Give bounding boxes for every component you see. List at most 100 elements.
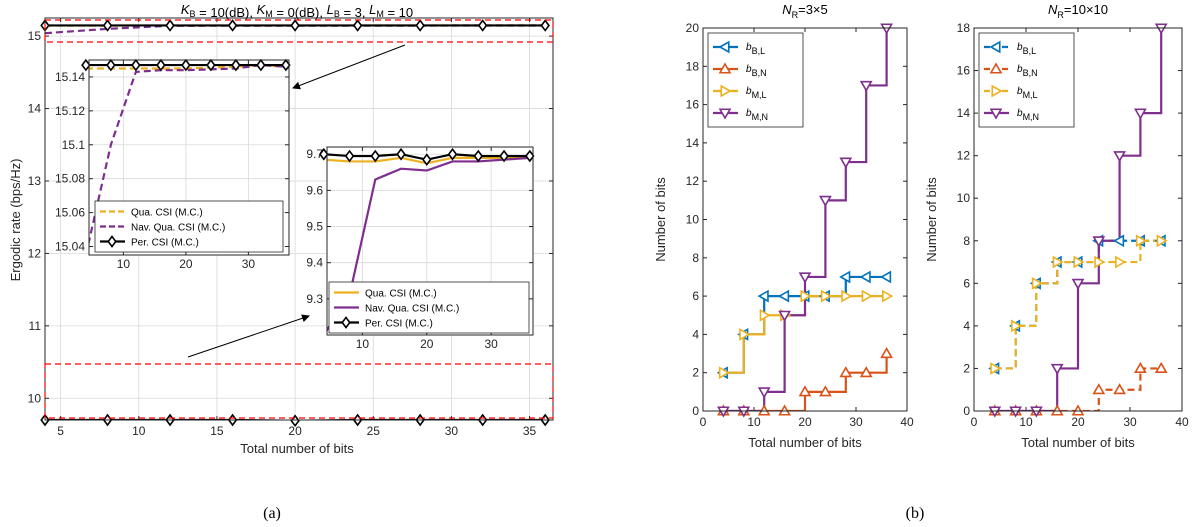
series-marker	[861, 289, 873, 303]
series-marker	[1050, 404, 1064, 416]
series-marker	[859, 80, 873, 93]
legend-label-sub: B,L	[1023, 46, 1037, 56]
x-tick-label: 30	[445, 424, 459, 438]
title-rest: = 10(dB),	[196, 5, 257, 20]
legend-label-sub: M,N	[1023, 112, 1040, 122]
title-rest: = 3,	[340, 5, 369, 20]
legend-label: bB,L	[1017, 42, 1036, 56]
x-tick-label: 5	[57, 424, 64, 438]
x-axis-label: Total number of bits	[1021, 435, 1135, 450]
series-marker	[540, 19, 550, 32]
series-marker	[759, 308, 771, 322]
series-marker	[1154, 361, 1168, 373]
series-marker	[1092, 383, 1106, 395]
legend-marker	[718, 62, 732, 74]
y-tick-label: 14	[686, 136, 700, 150]
y-tick-label: 2	[963, 361, 970, 375]
panel-a-caption: (a)	[263, 505, 281, 522]
legend-marker	[991, 84, 1003, 98]
x-tick-label: 20	[1071, 415, 1085, 429]
series-marker	[882, 289, 894, 303]
y-tick-label: 14	[957, 106, 971, 120]
x-tick-label: 30	[1123, 415, 1137, 429]
y-tick-label: 2	[692, 366, 699, 380]
y-tick-label: 13	[28, 174, 42, 188]
series-marker	[206, 58, 216, 72]
series-marker	[370, 149, 381, 163]
axes-box	[88, 59, 290, 256]
series-marker	[319, 147, 329, 161]
y-tick-label: 8	[692, 251, 699, 265]
series-marker	[181, 58, 191, 72]
series-marker	[798, 385, 812, 397]
legend-marker	[718, 40, 730, 54]
y-tick-label: 15.08	[55, 172, 85, 186]
y-tick-label: 20	[686, 21, 700, 35]
axes-box	[326, 146, 534, 336]
series-marker	[1094, 255, 1106, 269]
series-line	[89, 63, 286, 247]
series-marker	[1031, 276, 1044, 290]
legend-label: bB,L	[746, 42, 765, 56]
series-marker	[990, 362, 1002, 375]
legend-label-sub: M,L	[1023, 90, 1038, 100]
series-marker	[800, 289, 812, 303]
chart-title-rest: =10×10	[1064, 2, 1108, 17]
series-marker	[106, 58, 116, 72]
chart-title-rest: =3×5	[798, 2, 828, 17]
legend-box	[328, 281, 530, 334]
panel-a-inset-upper: 10 20 30 15.04 15.06 15.08 15.1 15.12 15.14 Qua. …	[55, 58, 291, 271]
series-marker	[256, 58, 266, 72]
series-marker	[227, 19, 238, 32]
series-marker	[131, 58, 141, 72]
title-base: L	[327, 2, 334, 17]
series-marker	[777, 289, 790, 303]
legend-marker	[718, 108, 732, 120]
panel-a-inset-lower: 10 20 30 9.3 9.4 9.5 9.6 9.7 Qua. CSI (M.C.) Nav.…	[306, 146, 535, 351]
annotation-layer	[44, 19, 554, 419]
x-tick-label: 30	[242, 257, 256, 271]
y-axis-label: Number of bits	[924, 177, 939, 262]
legend-label: Nav. Qua. CSI (M.C.)	[131, 223, 225, 234]
legend-label: Qua. CSI (M.C.)	[131, 208, 203, 219]
legend-label-sub: M,L	[752, 90, 767, 100]
legend-label-sub: B,L	[752, 46, 766, 56]
y-tick-label: 14	[28, 102, 42, 116]
legend-marker	[341, 316, 351, 329]
x-tick-label: 40	[1175, 415, 1189, 429]
y-tick-label: 12	[28, 246, 42, 260]
series-marker	[1092, 236, 1106, 248]
legend-marker	[989, 108, 1003, 120]
panel-b-left-chart: 0 10 20 30 40 0 2 4 6 8 10 12 14 16 18 20 NR=3×5 Total nu…	[653, 2, 914, 450]
series-marker	[757, 404, 771, 416]
x-tick-label: 40	[900, 415, 914, 429]
x-tick-label: 20	[288, 424, 302, 438]
legend-label-base: b	[746, 86, 752, 97]
legend-label-base: b	[1017, 42, 1023, 53]
chart-title-base: N	[1048, 2, 1058, 17]
y-tick-label: 9.7	[306, 147, 323, 161]
legend-label-sub: B,N	[1023, 68, 1038, 78]
series-marker	[499, 149, 509, 163]
series-marker	[859, 270, 871, 284]
legend-label: Nav. Qua. CSI (M.C.)	[365, 304, 459, 315]
axes-box	[973, 27, 1183, 412]
y-axis-label: Ergodic rate (bps/Hz)	[8, 159, 23, 282]
title-rest: = 10	[384, 5, 413, 20]
chart-title-sub: R	[792, 10, 799, 20]
series-marker	[102, 19, 113, 32]
legend-label-base: b	[1017, 108, 1023, 119]
series-marker	[778, 310, 791, 322]
title-base: K	[181, 2, 191, 17]
legend-label: bB,N	[746, 64, 767, 78]
series-marker	[798, 272, 812, 284]
zoom-arrow-lower	[187, 314, 310, 358]
series-marker	[281, 58, 291, 72]
legend-marker	[989, 40, 1001, 54]
y-tick-label: 16	[686, 98, 700, 112]
y-tick-label: 15.06	[55, 206, 85, 220]
series-marker	[422, 153, 432, 166]
legend-label-base: b	[746, 108, 752, 119]
legend-label: Qua. CSI (M.C.)	[365, 289, 437, 300]
y-tick-label: 10	[28, 391, 42, 405]
